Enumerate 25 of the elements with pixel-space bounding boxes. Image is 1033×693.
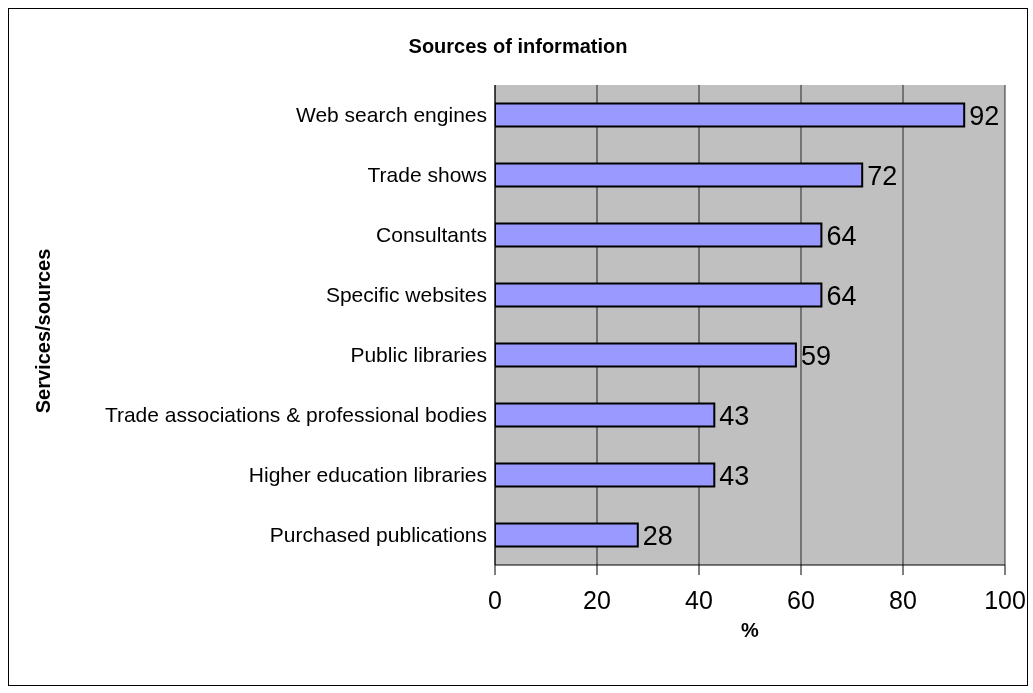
y-tick-label: Trade associations & professional bodies [104, 403, 487, 427]
data-label: 59 [800, 340, 831, 371]
x-tick-label: 80 [889, 585, 917, 614]
x-tick-label: 0 [488, 585, 502, 614]
data-label: 43 [719, 400, 750, 431]
data-label: 72 [867, 160, 898, 191]
y-tick-label: Purchased publications [269, 523, 487, 547]
data-label: 28 [642, 520, 673, 551]
data-label: 64 [826, 280, 857, 311]
x-tick-label: 100 [984, 585, 1026, 614]
data-label: 64 [826, 220, 857, 251]
x-tick-label: 40 [685, 585, 713, 614]
y-axis-title: Services/sources [31, 248, 55, 414]
x-axis-title: % [740, 619, 760, 642]
y-tick-label: Consultants [376, 223, 487, 247]
y-tick-label: Trade shows [367, 163, 487, 187]
data-label: 43 [719, 460, 750, 491]
chart-title: Sources of information [407, 35, 629, 58]
x-tick-label: 20 [583, 585, 611, 614]
x-tick-label: 60 [787, 585, 815, 614]
y-tick-label: Specific websites [325, 283, 487, 307]
y-tick-label: Web search engines [295, 103, 487, 127]
data-label: 92 [969, 100, 1000, 131]
y-tick-label: Higher education libraries [248, 463, 487, 487]
y-tick-label: Public libraries [350, 343, 487, 367]
